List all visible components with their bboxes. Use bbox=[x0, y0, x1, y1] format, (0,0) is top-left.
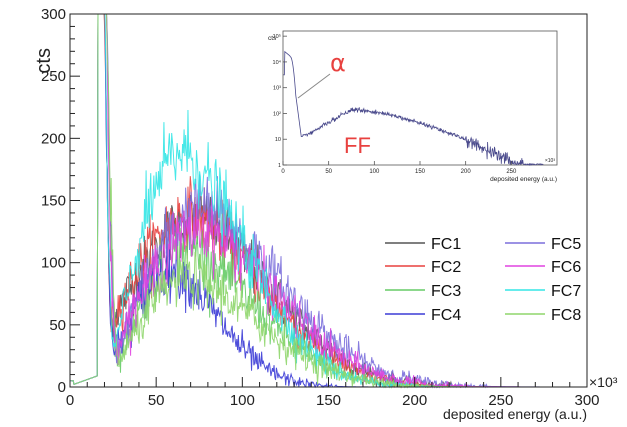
x-tick-label: 200 bbox=[402, 392, 427, 409]
x-axis-label: deposited energy (a.u.) bbox=[443, 406, 587, 422]
inset-x-tick-label: 50 bbox=[325, 169, 332, 175]
main-axes-group: 0 50 100 150 200 250 300050100150200250300ctsd… bbox=[33, 6, 618, 422]
y-tick-label: 300 bbox=[41, 6, 66, 23]
y-tick-label: 100 bbox=[41, 255, 66, 272]
alpha-pointer-line bbox=[297, 73, 331, 99]
inset-x-tick-label: 100 bbox=[369, 169, 380, 175]
inset-y-tick-label: 10³ bbox=[273, 86, 281, 92]
y-axis-label: cts bbox=[33, 48, 55, 74]
y-tick-label: 250 bbox=[41, 68, 66, 85]
inset-y-tick-label: 10⁵ bbox=[273, 33, 281, 40]
legend: FC1 FC2 FC3 FC4 FC5 FC6 FC7 FC8 bbox=[385, 236, 581, 324]
x-tick-label: 150 bbox=[316, 392, 341, 409]
x-tick-label: 0 bbox=[66, 392, 74, 409]
x-tick-label: 250 bbox=[488, 392, 513, 409]
x-tick-label: 300 bbox=[574, 392, 599, 409]
y-tick-label: 50 bbox=[49, 317, 66, 334]
alpha-annotation: α bbox=[330, 49, 346, 77]
x-axis-multiplier: ×10³ bbox=[589, 374, 618, 390]
legend-label-fc5: FC5 bbox=[551, 236, 581, 253]
legend-label-fc6: FC6 bbox=[551, 259, 581, 276]
inset-x-tick-label: 150 bbox=[415, 169, 426, 175]
inset-chart: 0 50 100 150 200 250 1 10 10² 10³ 10⁴ 10⁵ deposited … bbox=[268, 25, 565, 188]
inset-x-axis-label: deposited energy (a.u.) bbox=[490, 176, 557, 183]
legend-label-fc1: FC1 bbox=[431, 236, 461, 253]
inset-x-tick-label: 200 bbox=[461, 169, 472, 175]
inset-y-tick-label: 10 bbox=[275, 137, 281, 143]
inset-y-tick-label: 1 bbox=[278, 163, 281, 169]
legend-label-fc2: FC2 bbox=[431, 259, 461, 276]
x-tick-label: 100 bbox=[230, 392, 255, 409]
inset-x-tick-label: 250 bbox=[506, 169, 517, 175]
legend-label-fc7: FC7 bbox=[551, 283, 581, 300]
inset-frame bbox=[282, 30, 558, 166]
legend-label-fc3: FC3 bbox=[431, 283, 461, 300]
legend-label-fc4: FC4 bbox=[431, 307, 461, 324]
y-tick-label: 0 bbox=[58, 379, 66, 396]
y-tick-label: 150 bbox=[41, 193, 66, 210]
inset-y-tick-label: 10⁴ bbox=[273, 59, 282, 66]
y-tick-label: 200 bbox=[41, 130, 66, 147]
inset-x-axis-multiplier: ×10³ bbox=[545, 158, 555, 164]
inset-series-line bbox=[283, 50, 544, 166]
legend-label-fc8: FC8 bbox=[551, 307, 581, 324]
inset-x-tick-label: 0 bbox=[281, 169, 285, 175]
ff-annotation: FF bbox=[344, 133, 371, 158]
x-tick-label: 50 bbox=[148, 392, 165, 409]
inset-y-tick-label: 10² bbox=[273, 111, 281, 117]
inset-y-axis-label: cts bbox=[268, 35, 277, 42]
